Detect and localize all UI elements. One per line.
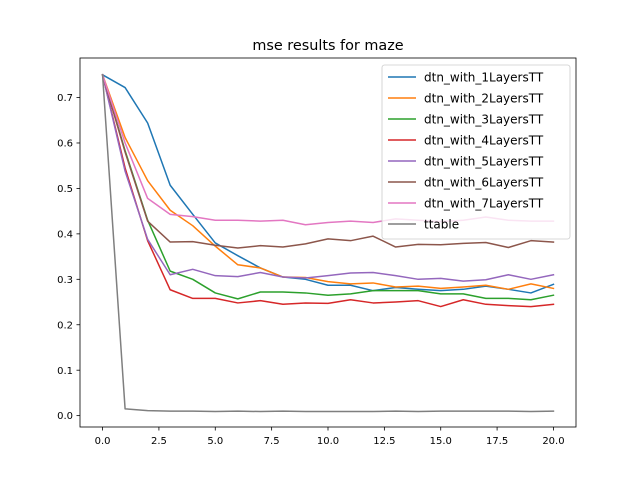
legend-label: dtn_with_5LayersTT	[424, 155, 544, 169]
y-tick-label: 0.3	[57, 275, 73, 286]
y-tick-label: 0.5	[57, 184, 73, 195]
legend-label: dtn_with_7LayersTT	[424, 197, 544, 211]
series-line-dtn_with_3LayersTT	[101, 73, 555, 301]
x-tick-label: 5.0	[207, 436, 223, 447]
y-tick-label: 0.4	[57, 229, 73, 240]
y-tick-label: 0.6	[57, 139, 73, 150]
legend-label: dtn_with_2LayersTT	[424, 92, 544, 106]
legend-label: dtn_with_3LayersTT	[424, 113, 544, 127]
x-tick-label: 17.5	[486, 436, 508, 447]
x-tick-label: 2.5	[151, 436, 167, 447]
legend: dtn_with_1LayersTT dtn_with_2LayersTT dtn_…	[381, 64, 571, 240]
y-tick-label: 0.7	[57, 93, 73, 104]
axes: 0.0 2.5 5.0 7.5 10.0 12.5 15.0 17.5 20.0 0.0 0.1 0.…	[57, 57, 577, 447]
series-line-ttable	[101, 74, 555, 413]
legend-label: dtn_with_1LayersTT	[424, 71, 544, 85]
series-line-dtn_with_6LayersTT	[101, 73, 555, 249]
y-tick-label: 0.1	[57, 366, 73, 377]
legend-label: dtn_with_4LayersTT	[424, 134, 544, 148]
y-tick-label: 0.2	[57, 320, 73, 331]
x-tick-label: 12.5	[373, 436, 395, 447]
series-line-dtn_with_1LayersTT	[101, 73, 555, 294]
x-tick-label: 7.5	[264, 436, 280, 447]
legend-box	[381, 64, 571, 240]
chart-title: mse results for maze	[252, 38, 403, 54]
legend-label: ttable	[424, 218, 459, 232]
x-tick-label: 0.0	[95, 436, 111, 447]
x-tick-label: 15.0	[430, 436, 452, 447]
x-tick-label: 20.0	[542, 436, 564, 447]
x-tick-label: 10.0	[317, 436, 339, 447]
series-line-dtn_with_5LayersTT	[101, 73, 555, 282]
y-tick-label: 0.0	[57, 411, 73, 422]
series-line-dtn_with_4LayersTT	[101, 73, 555, 308]
legend-label: dtn_with_6LayersTT	[424, 176, 544, 190]
